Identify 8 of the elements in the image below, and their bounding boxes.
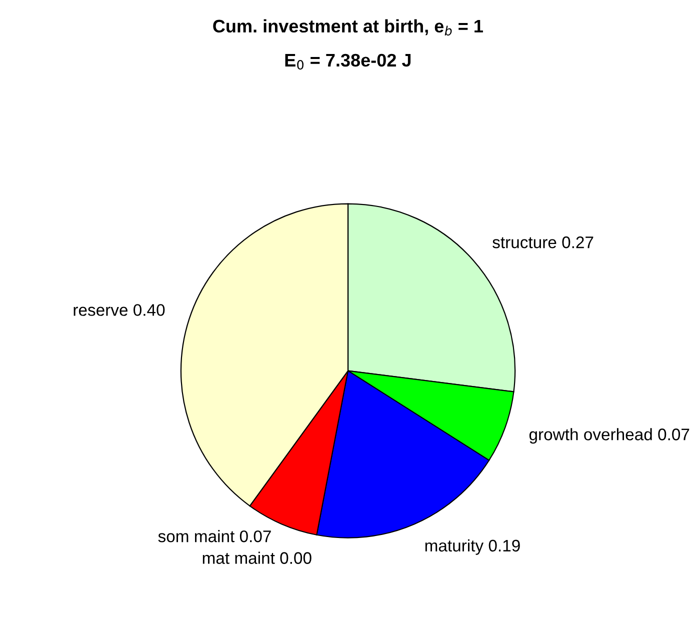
chart-subtitle: E$_{0}$ = 7.38e-02 J [285,54,411,70]
slice-label: maturity 0.19 [425,539,520,555]
slice-label: structure 0.27 [492,236,594,248]
slice-label: som maint 0.07 [158,530,271,542]
slice-label: growth overhead 0.07 [529,428,690,444]
slice-label: reserve 0.40 [74,304,165,316]
chart-title: Cum. investment at birth, e$_{b}$ = 1 [213,19,483,36]
category-label: mat maint 0.00 [202,552,312,564]
